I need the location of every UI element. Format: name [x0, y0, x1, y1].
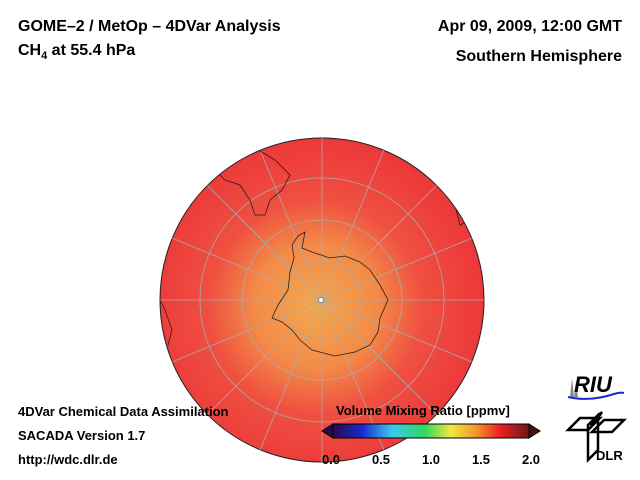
- species-subscript: 4: [41, 50, 48, 63]
- subtitle: CH4 at 55.4 hPa: [18, 42, 135, 62]
- colorbar-tick: 1.0: [421, 452, 441, 467]
- antarctica-coastline: [271, 231, 389, 357]
- pole-marker: [318, 297, 324, 303]
- colorbar-tick: 0.0: [321, 452, 341, 467]
- colorbar-gradient: [332, 423, 530, 439]
- footer-line-1: 4DVar Chemical Data Assimilation: [18, 404, 229, 419]
- colorbar-title: Volume Mixing Ratio [ppmv]: [336, 403, 510, 418]
- dlr-logo: [564, 411, 628, 464]
- colorbar-tick: 1.5: [471, 452, 491, 467]
- date-label: Apr 09, 2009, 12:00 GMT: [437, 18, 622, 35]
- level: at 55.4 hPa: [47, 42, 136, 59]
- colorbar-tick: 0.5: [371, 452, 391, 467]
- colorbar: [321, 423, 541, 439]
- hemisphere-label: Southern Hemisphere: [455, 48, 622, 65]
- title: GOME–2 / MetOp – 4DVar Analysis: [18, 18, 281, 35]
- species: CH: [18, 42, 42, 59]
- footer-version: SACADA Version 1.7: [18, 428, 146, 443]
- dlr-logo-text: DLR: [596, 448, 623, 463]
- colorbar-over-arrow: [528, 423, 541, 439]
- australia-coastline: [160, 299, 173, 346]
- colorbar-tick: 2.0: [521, 452, 541, 467]
- riu-logo: [567, 378, 625, 400]
- footer-url[interactable]: http://wdc.dlr.de: [18, 452, 118, 467]
- riu-logo-text: RIU: [574, 372, 612, 397]
- graticule: [160, 138, 484, 462]
